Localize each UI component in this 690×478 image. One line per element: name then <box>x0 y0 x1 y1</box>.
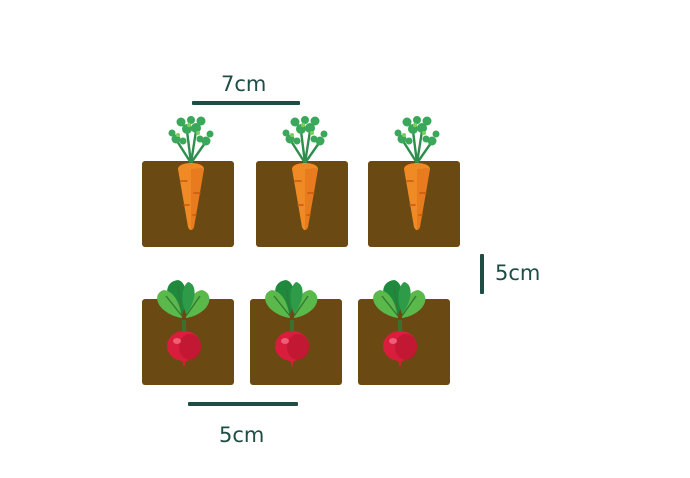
radish-spacing-label: 5cm <box>219 423 265 447</box>
row-spacing-label: 5cm <box>495 261 541 285</box>
row-spacing-line <box>480 254 484 294</box>
carrot-spacing-label: 7cm <box>221 72 267 96</box>
carrot-spacing-line <box>192 101 300 105</box>
radish-spacing-line <box>188 402 298 406</box>
